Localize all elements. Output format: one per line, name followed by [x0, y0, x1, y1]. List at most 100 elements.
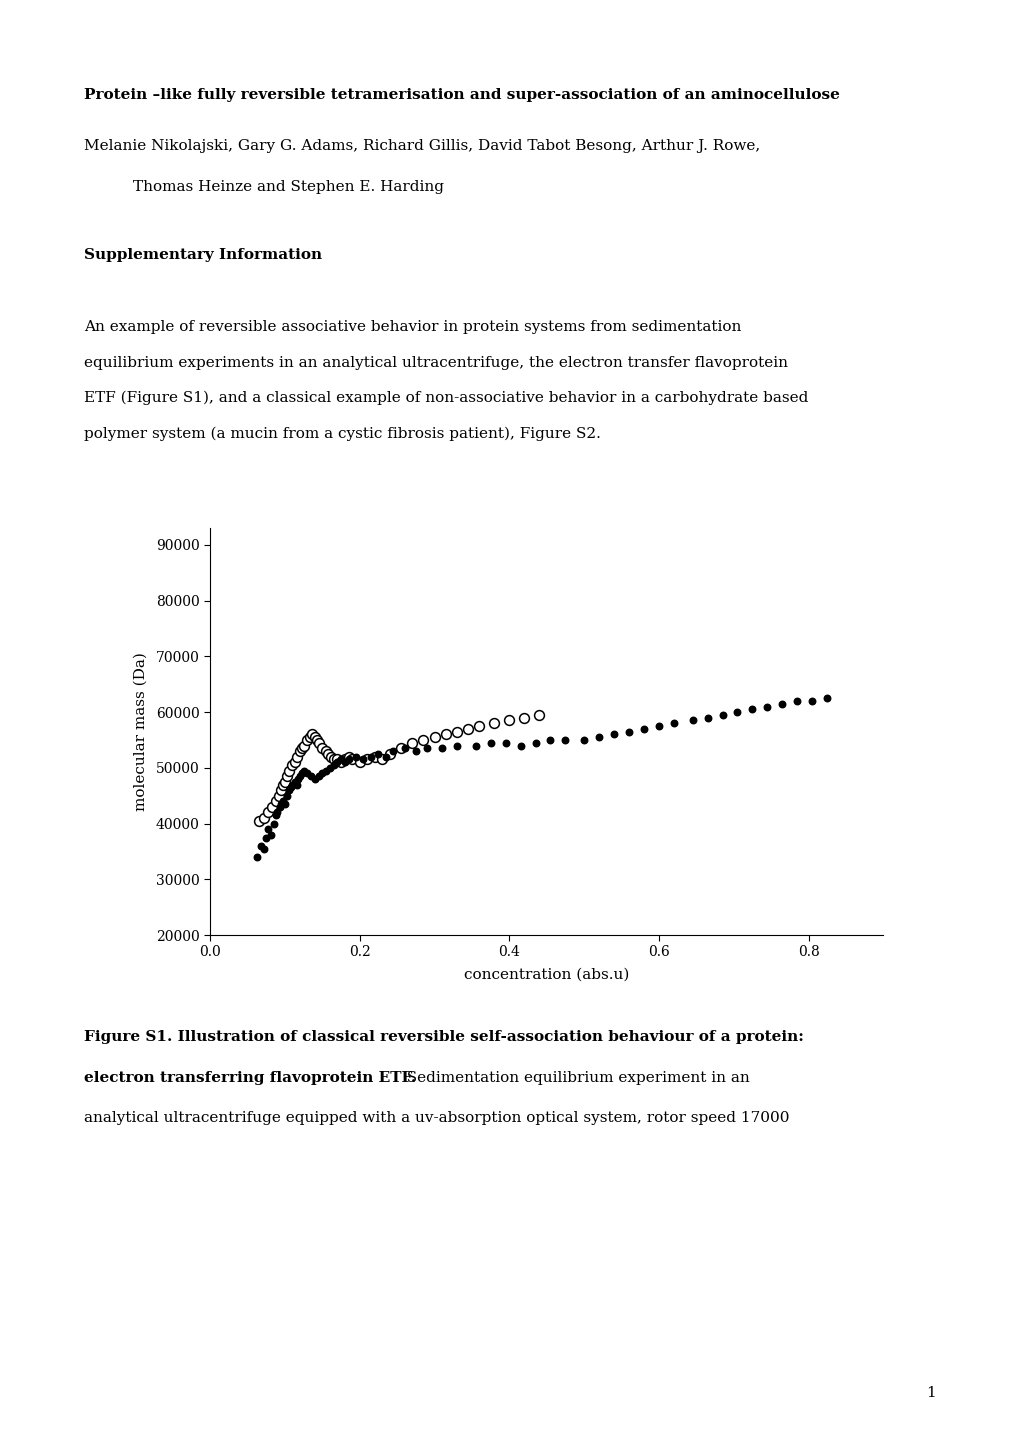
- Point: [325, 753, 341, 776]
- Point: [576, 729, 592, 752]
- Point: [290, 768, 307, 791]
- Point: [291, 765, 308, 788]
- Point: [284, 773, 301, 797]
- Point: [500, 709, 517, 732]
- Point: [556, 729, 573, 752]
- Point: [263, 823, 279, 846]
- Point: [336, 747, 353, 771]
- Point: [268, 804, 284, 827]
- Text: Protein –like fully reversible tetramerisation and super-association of an amino: Protein –like fully reversible tetrameri…: [84, 88, 839, 102]
- Point: [281, 759, 298, 782]
- Point: [325, 747, 341, 771]
- Text: polymer system (a mucin from a cystic fibrosis patient), Figure S2.: polymer system (a mucin from a cystic fi…: [84, 427, 600, 440]
- Point: [370, 742, 386, 765]
- Text: equilibrium experiments in an analytical ultracentrifuge, the electron transfer : equilibrium experiments in an analytical…: [84, 355, 787, 369]
- Point: [299, 729, 315, 752]
- Point: [486, 711, 502, 734]
- Point: [314, 762, 330, 785]
- Point: [307, 768, 323, 791]
- Y-axis label: molecular mass (Da): molecular mass (Da): [133, 652, 148, 811]
- Text: ETF (Figure S1), and a classical example of non-associative behavior in a carboh: ETF (Figure S1), and a classical example…: [84, 391, 807, 405]
- Point: [803, 690, 819, 713]
- Point: [415, 729, 431, 752]
- Point: [433, 737, 449, 760]
- Point: [286, 771, 303, 794]
- Point: [302, 726, 318, 749]
- Point: [314, 737, 330, 760]
- Point: [264, 795, 280, 818]
- Point: [512, 734, 528, 758]
- Point: [303, 765, 319, 788]
- Point: [347, 745, 364, 768]
- Point: [396, 737, 413, 760]
- Point: [288, 745, 305, 768]
- Point: [309, 729, 325, 752]
- Point: [282, 776, 299, 799]
- Point: [448, 734, 465, 758]
- Point: [293, 762, 310, 785]
- Point: [590, 726, 606, 749]
- Point: [321, 756, 337, 779]
- Point: [635, 717, 651, 740]
- Text: 1: 1: [925, 1385, 935, 1400]
- Point: [340, 747, 357, 771]
- Point: [271, 795, 287, 818]
- Point: [273, 792, 289, 815]
- Point: [329, 750, 345, 773]
- Point: [359, 747, 375, 771]
- Point: [310, 765, 326, 788]
- Point: [260, 818, 276, 841]
- Point: [275, 789, 291, 812]
- Point: [281, 779, 298, 802]
- Point: [288, 773, 305, 797]
- Point: [471, 714, 487, 737]
- Point: [323, 745, 339, 768]
- Text: Thomas Heinze and Stephen E. Harding: Thomas Heinze and Stephen E. Harding: [132, 180, 443, 195]
- Point: [307, 726, 323, 749]
- Point: [818, 687, 835, 710]
- Text: An example of reversible associative behavior in protein systems from sedimentat: An example of reversible associative beh…: [84, 320, 740, 335]
- Point: [392, 737, 409, 760]
- Text: Supplementary Information: Supplementary Information: [84, 248, 321, 263]
- Point: [605, 723, 622, 746]
- Point: [304, 723, 320, 746]
- Point: [284, 753, 301, 776]
- Point: [497, 732, 514, 755]
- Point: [363, 745, 379, 768]
- Point: [531, 703, 547, 726]
- Point: [329, 747, 345, 771]
- Point: [467, 734, 483, 758]
- Point: [684, 709, 700, 732]
- Point: [269, 801, 285, 824]
- Point: [311, 732, 327, 755]
- Point: [318, 759, 334, 782]
- Point: [299, 762, 315, 785]
- Point: [249, 846, 265, 869]
- Point: [352, 750, 368, 773]
- Point: [256, 837, 272, 860]
- Text: Figure S1. Illustration of classical reversible self-association behaviour of a : Figure S1. Illustration of classical rev…: [84, 1030, 803, 1045]
- Point: [286, 750, 303, 773]
- Point: [275, 773, 291, 797]
- Point: [273, 779, 289, 802]
- Point: [296, 759, 312, 782]
- Point: [366, 745, 382, 768]
- Point: [318, 740, 334, 763]
- Point: [426, 726, 442, 749]
- Point: [437, 723, 453, 746]
- Point: [650, 714, 666, 737]
- Point: [340, 745, 357, 768]
- Point: [296, 734, 312, 758]
- Point: [482, 732, 498, 755]
- X-axis label: concentration (abs.u): concentration (abs.u): [464, 968, 629, 981]
- Point: [773, 693, 790, 716]
- Point: [265, 812, 281, 835]
- Point: [279, 784, 296, 807]
- Point: [260, 801, 276, 824]
- Point: [789, 690, 805, 713]
- Point: [268, 789, 284, 812]
- Point: [542, 729, 558, 752]
- Point: [332, 747, 348, 771]
- Point: [332, 750, 348, 773]
- Point: [320, 742, 336, 765]
